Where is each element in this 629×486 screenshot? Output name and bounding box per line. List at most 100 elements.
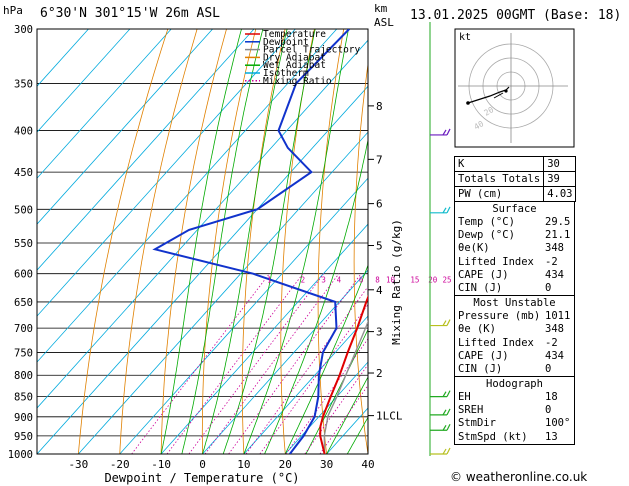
x-axis-label: Dewpoint / Temperature (°C): [104, 471, 299, 485]
temperature-tick-label: -20: [110, 458, 130, 471]
pressure-tick-label: 950: [14, 431, 33, 443]
temperature-tick-label: -10: [151, 458, 171, 471]
pressure-tick-label: 1000: [8, 449, 33, 461]
dry-adiabat: [608, 29, 629, 454]
legend-entry: Parcel Trajectory: [263, 45, 361, 56]
km-tick-label: 1LCL: [376, 410, 403, 423]
hodograph-title: Hodograph: [486, 378, 543, 391]
pressure-tick-label: 450: [14, 167, 33, 179]
isotherm: [37, 39, 368, 409]
date-title: 13.01.2025 00GMT (Base: 18): [410, 8, 621, 23]
series-line-dewpoint: [152, 29, 350, 454]
dry-adiabat: [78, 29, 169, 454]
wind-barb: [430, 319, 451, 327]
dry-adiabat: [119, 29, 198, 454]
wind-barb: [430, 128, 451, 136]
svg-text:40: 40: [473, 119, 486, 132]
legend-entry: Mixing Ratio: [263, 76, 332, 87]
dry-adiabat: [353, 61, 368, 454]
isotherm: [78, 131, 368, 454]
isotherm: [37, 29, 255, 271]
mu-row: Pressure (mb) 1011: [458, 310, 571, 323]
series-line-temperature: [319, 294, 368, 454]
legend-entry: Wet Adiabat: [263, 60, 326, 71]
isotherm: [284, 361, 368, 454]
most-unstable-section: Most Unstable Pressure (mb) 1011 θe (K) 34…: [454, 296, 575, 378]
isotherm: [202, 269, 368, 454]
temperature-tick-label: 20: [279, 458, 292, 471]
km-label: km: [374, 2, 388, 15]
wind-barb: [430, 447, 451, 455]
pressure-tick-label: 400: [14, 126, 33, 138]
isotherm: [37, 29, 131, 133]
surface-row: Temp (°C) 29.5: [458, 216, 571, 228]
location-title: 6°30'N 301°15'W 26m ASL: [40, 6, 220, 21]
wind-barbs: [430, 128, 451, 455]
surface-row: CIN (J) 0: [458, 281, 552, 294]
wet-adiabat: [202, 29, 288, 454]
wet-adiabat: [222, 29, 316, 454]
surface-row: CAPE (J) 434: [458, 268, 564, 281]
index-row: K 30: [453, 156, 577, 172]
pressure-tick-label: 500: [14, 204, 33, 216]
mixing-ratio-label: 25: [442, 276, 451, 285]
km-tick-label: 8: [376, 100, 383, 113]
isotherm: [37, 29, 172, 179]
pressure-tick-label: 550: [14, 238, 33, 250]
pressure-tick-label: 300: [14, 24, 33, 36]
pressure-tick-label: 650: [14, 297, 33, 309]
mixing-ratio-line: [319, 384, 368, 454]
temperature-tick-label: -30: [68, 458, 88, 471]
mu-row: CIN (J) 0: [458, 362, 552, 375]
mixing-ratio-line: [131, 273, 270, 454]
indices-panel: K 30 Totals Totals 39 PW (cm) 4.03 Surface …: [453, 156, 577, 445]
hodo-row: SREH 0: [458, 404, 552, 417]
legend-entry: Dewpoint: [263, 37, 309, 48]
temperature-tick-label: 10: [237, 458, 250, 471]
mixing-ratio-label: 10: [386, 276, 396, 285]
hodograph-kt-label: kt: [459, 32, 471, 43]
wet-adiabat: [181, 29, 264, 454]
wind-barb: [430, 424, 451, 431]
mixing-ratio-label: 15: [410, 276, 419, 285]
km-tick-label: 5: [376, 240, 383, 253]
pressure-tick-label: 750: [14, 347, 33, 359]
mu-row: Lifted Index -2: [458, 336, 558, 349]
hodo-row: EH 18: [458, 391, 558, 404]
temperature-tick-label: 30: [320, 458, 333, 471]
svg-text:20: 20: [483, 105, 496, 118]
isotherm: [119, 177, 368, 454]
asl-label: ASL: [374, 16, 394, 29]
dry-adiabat: [160, 29, 227, 454]
km-tick-label: 6: [376, 198, 383, 211]
hodograph-section: Hodograph EH 18 SREH 0 StmDir 100° StmSpd (…: [454, 377, 575, 445]
wet-adiabat: [305, 328, 368, 454]
mixing-ratio-label: 8: [375, 276, 380, 285]
wet-adiabat: [243, 29, 349, 454]
y-axis-label-mixing-ratio: Mixing Ratio (g/kg): [390, 219, 403, 345]
legend-entry: Temperature: [263, 29, 326, 40]
pressure-tick-label: 900: [14, 412, 33, 424]
dry-adiabat: [201, 29, 257, 454]
mu-row: CAPE (J) 434: [458, 349, 564, 362]
legend-entry: Dry Adiabat: [263, 52, 326, 63]
most-unstable-title: Most Unstable: [473, 297, 556, 310]
pressure-tick-label: 850: [14, 392, 33, 404]
mixing-ratio-line: [188, 273, 324, 454]
pressure-tick-label: 800: [14, 370, 33, 382]
surface-section: Surface Temp (°C) 29.5 Dewp (°C) 21.1 θe(K…: [454, 202, 575, 297]
surface-row: Dewp (°C) 21.1: [458, 229, 571, 242]
isotherm: [37, 29, 213, 225]
wind-barb: [430, 408, 451, 416]
indices-table: K 30 Totals Totals 39 PW (cm) 4.03: [453, 156, 577, 202]
hodo-row: StmDir 100°: [458, 417, 571, 430]
km-tick-label: 3: [376, 326, 383, 339]
wet-adiabat: [264, 138, 368, 454]
dry-adiabat: [578, 29, 629, 454]
dry-adiabat: [241, 29, 286, 454]
index-row: Totals Totals 39: [453, 171, 577, 187]
surface-row: θe(K) 348: [458, 242, 564, 255]
pressure-tick-label: 600: [14, 269, 33, 281]
km-tick-label: 2: [376, 367, 383, 380]
